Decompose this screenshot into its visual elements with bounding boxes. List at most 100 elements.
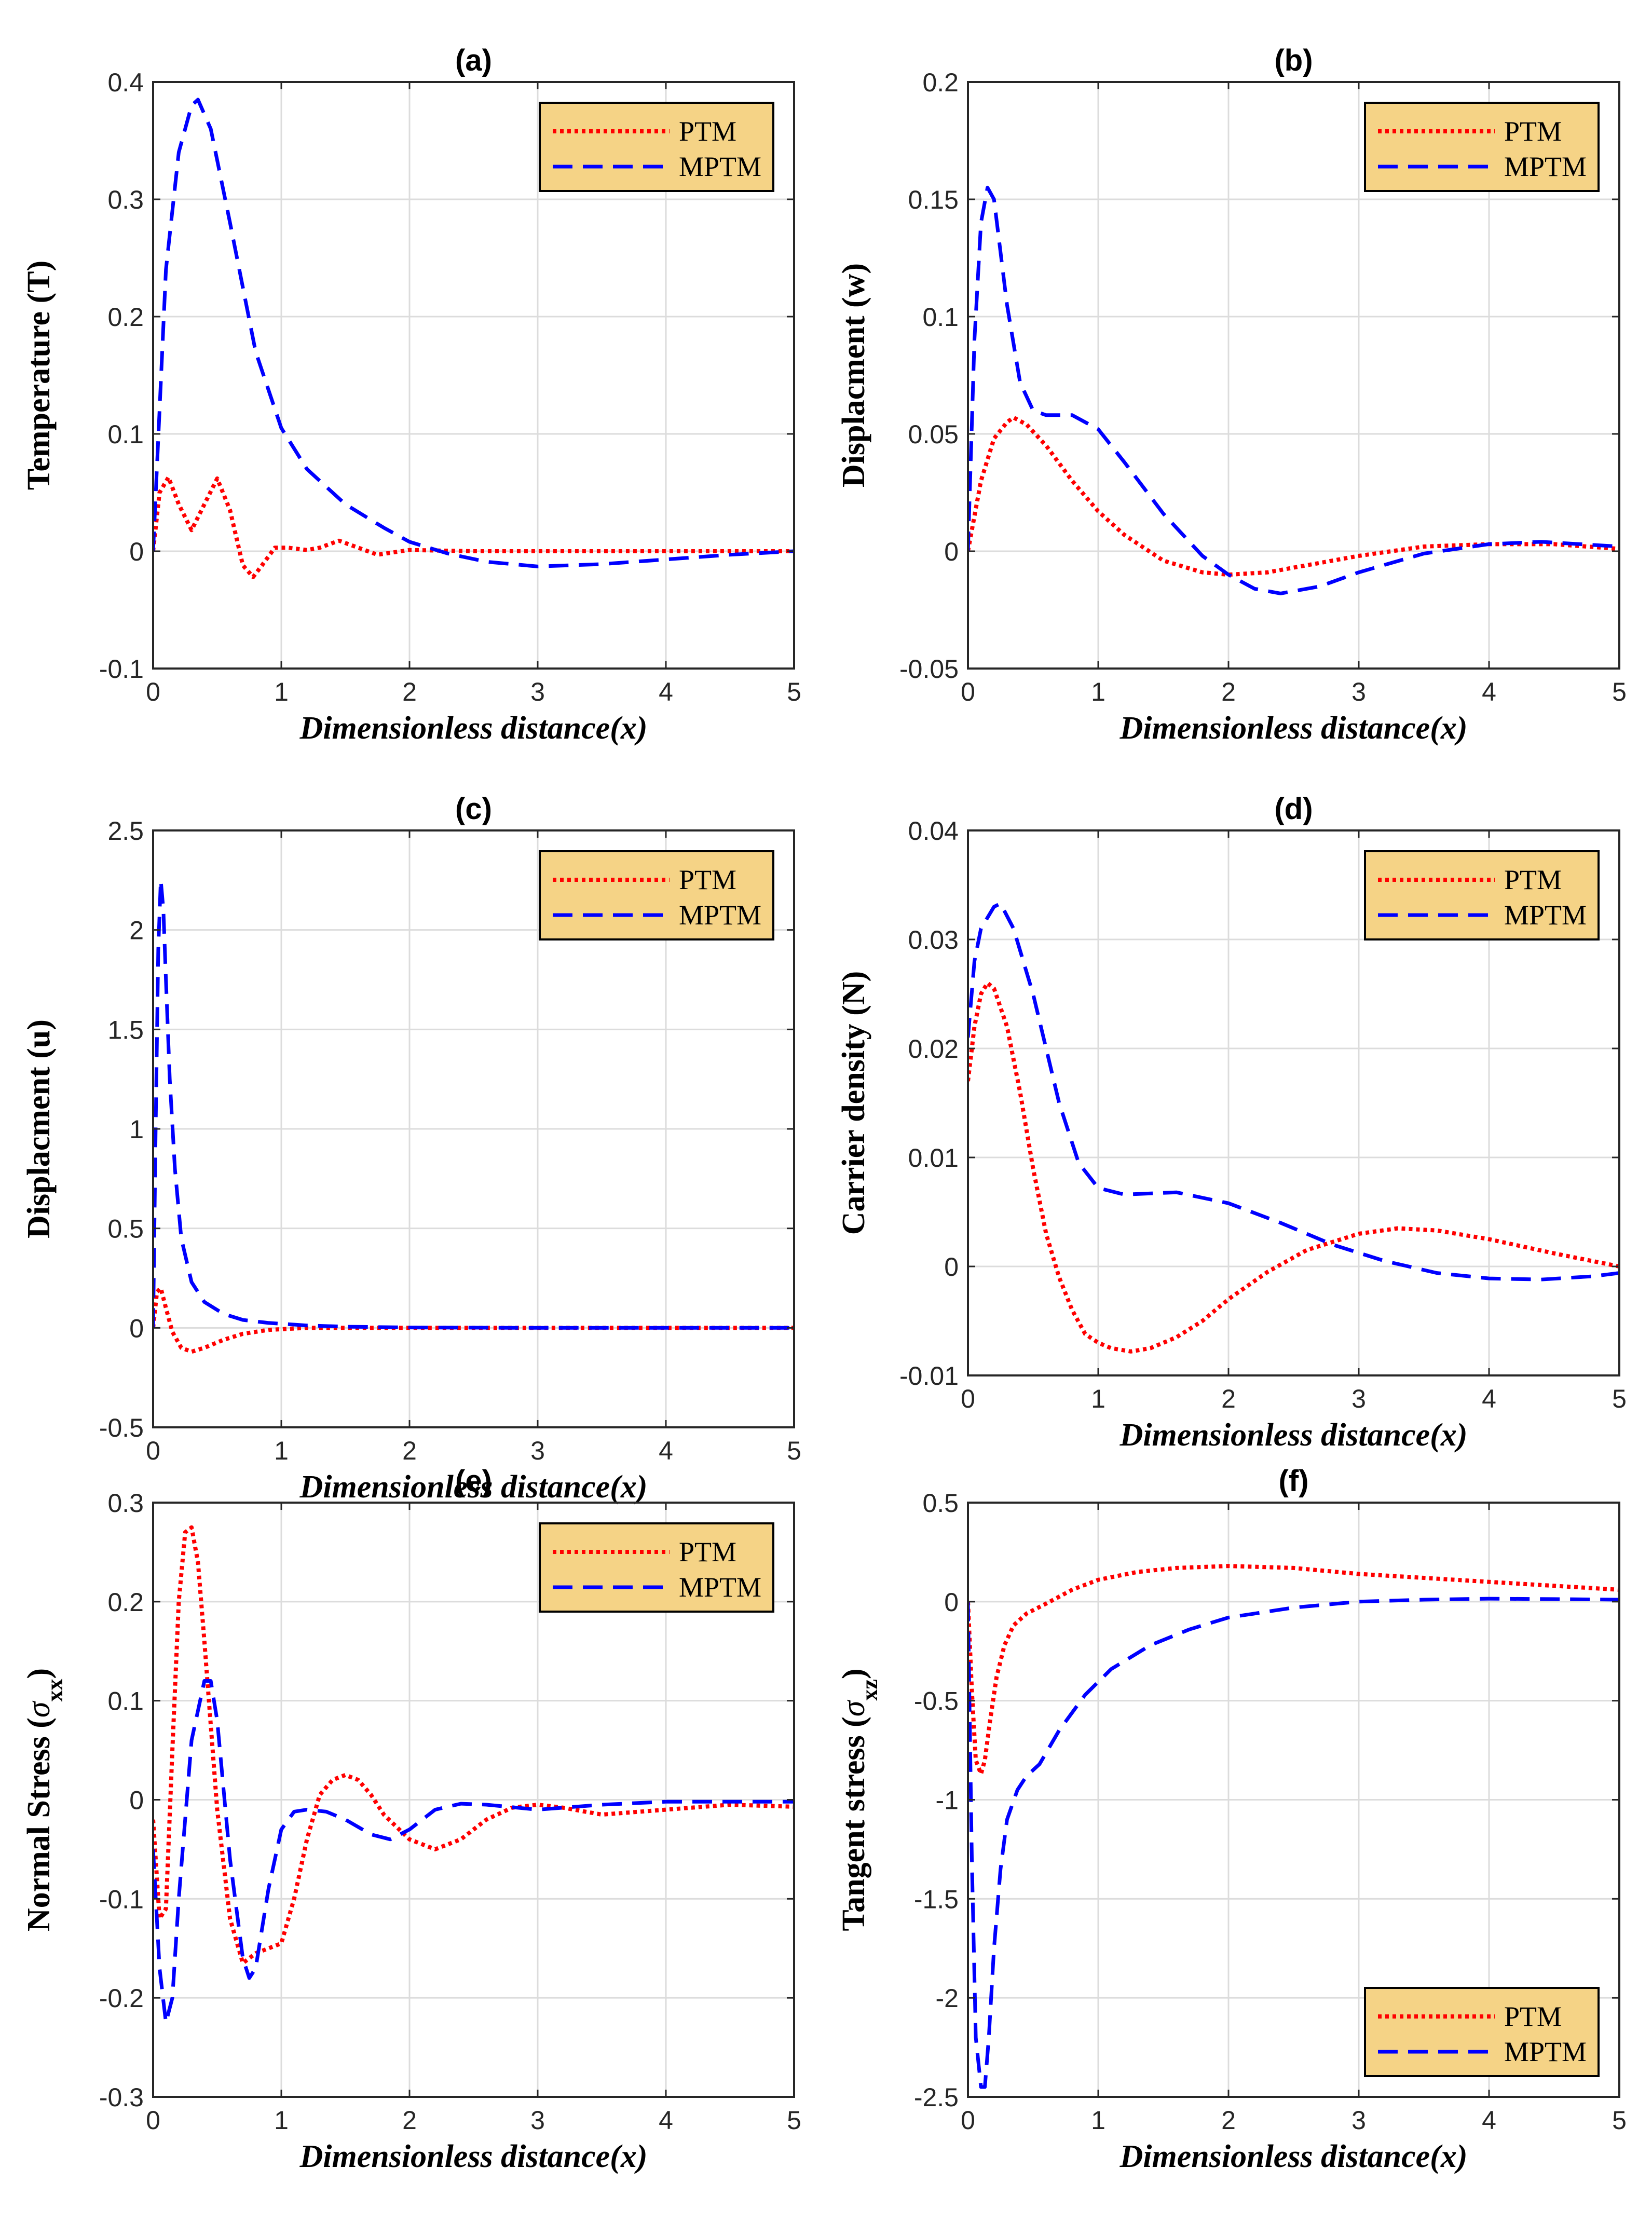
x-tick-label: 3	[530, 1436, 545, 1465]
x-axis-label: Dimensionless distance(x)	[299, 2139, 648, 2174]
x-tick-label: 3	[1351, 677, 1366, 706]
series-line-mptm	[968, 185, 1619, 595]
legend-label-ptm: PTM	[679, 864, 736, 895]
legend-box	[1364, 102, 1600, 192]
y-tick-label: 1.5	[107, 1015, 144, 1044]
legend-label-mptm: MPTM	[1504, 151, 1587, 182]
chart-title: (a)	[455, 44, 492, 77]
y-axis-label: Tangent stress (σxz)	[836, 1668, 882, 1931]
x-tick-label: 1	[1091, 1384, 1105, 1413]
legend-box	[539, 102, 774, 192]
grid	[968, 82, 1619, 669]
y-tick-label: 0.1	[107, 420, 144, 449]
x-tick-label: 2	[1221, 2106, 1236, 2135]
chart-title: (d)	[1274, 792, 1313, 826]
x-tick-label: 0	[961, 1384, 975, 1413]
y-tick-label: -0.1	[99, 655, 144, 684]
y-axis-label: Normal Stress (σxx)	[21, 1668, 67, 1931]
x-axis-label: Dimensionless distance(x)	[1119, 711, 1468, 746]
legend-label-mptm: MPTM	[1504, 2036, 1587, 2067]
x-tick-label: 1	[274, 1436, 289, 1465]
x-tick-label: 0	[146, 1436, 160, 1465]
x-tick-label: 3	[530, 677, 545, 706]
x-tick-label: 5	[787, 677, 801, 706]
x-tick-label: 2	[402, 1436, 417, 1465]
y-tick-label: -0.5	[914, 1687, 959, 1716]
y-tick-label: 0.2	[107, 303, 144, 332]
y-axis-label: Displacment (w)	[836, 263, 871, 487]
y-tick-label: 0.05	[908, 420, 959, 449]
y-tick-label: 0.5	[922, 1489, 959, 1518]
y-tick-label: -0.01	[899, 1361, 959, 1391]
y-tick-label: 0	[944, 1588, 959, 1617]
x-tick-label: 3	[530, 2106, 545, 2135]
series-line-mptm	[968, 902, 1619, 1282]
chart-title: (b)	[1274, 44, 1313, 77]
x-tick-label: 5	[1612, 1384, 1627, 1413]
series-line-ptm	[968, 1564, 1619, 1776]
x-tick-label: 1	[274, 677, 289, 706]
legend-label-mptm: MPTM	[1504, 899, 1587, 931]
x-tick-label: 0	[961, 2106, 975, 2135]
legend-box	[1364, 850, 1600, 940]
x-tick-label: 0	[146, 677, 160, 706]
y-tick-label: 0.01	[908, 1143, 959, 1173]
y-tick-label: 1	[129, 1115, 144, 1144]
x-tick-label: 4	[659, 1436, 673, 1465]
y-axis-label: Displacment (u)	[21, 1019, 57, 1238]
chart-title: (c)	[455, 792, 492, 826]
x-axis-label: Dimensionless distance(x)	[1119, 2139, 1468, 2174]
y-tick-label: 0.04	[908, 816, 959, 846]
chart-c: 0 1 2 3 4 5-0.500.511.522.5(c)Dimensionless d…	[21, 792, 801, 1505]
x-tick-label: 2	[1221, 677, 1236, 706]
x-axis-label: Dimensionless distance(x)	[299, 1469, 648, 1505]
x-tick-label: 4	[1482, 677, 1496, 706]
x-axis-label: Dimensionless distance(x)	[299, 711, 648, 746]
y-tick-label: -0.05	[899, 655, 959, 684]
legend-box	[539, 850, 774, 940]
x-tick-label: 4	[1482, 1384, 1496, 1413]
legend: PTM MPTM	[1364, 102, 1600, 192]
y-tick-label: -1.5	[914, 1885, 959, 1914]
y-tick-label: 0.1	[922, 303, 959, 332]
x-tick-label: 1	[1091, 2106, 1105, 2135]
legend: PTM MPTM	[1364, 1987, 1600, 2077]
series-line-ptm	[153, 1286, 794, 1354]
y-tick-label: -0.2	[99, 1984, 144, 2013]
y-tick-label: 0.15	[908, 185, 959, 214]
legend: PTM MPTM	[539, 850, 774, 940]
legend: PTM MPTM	[539, 1522, 774, 1613]
chart-f: 0 1 2 3 4 5 -2.5 -2 -1.5 -1 -0.5 0 0.5 (f) Dimensionle…	[836, 1464, 1627, 2174]
axes-frame	[967, 81, 1620, 670]
y-tick-label: 0.1	[107, 1687, 144, 1716]
y-tick-label: 0.3	[107, 1489, 144, 1518]
legend: PTM MPTM	[1364, 850, 1600, 940]
series-line-mptm	[968, 1597, 1619, 2089]
y-tick-label: 0.2	[922, 68, 959, 97]
grid	[968, 1503, 1619, 2097]
axes-frame	[967, 829, 1620, 1376]
x-tick-label: 3	[1351, 1384, 1366, 1413]
x-tick-label: 3	[1351, 2106, 1366, 2135]
x-tick-label: 1	[1091, 677, 1105, 706]
y-tick-label: -0.1	[99, 1885, 144, 1914]
chart-title: (f)	[1279, 1464, 1309, 1498]
legend-label-ptm: PTM	[679, 1536, 736, 1567]
y-tick-label: 0.02	[908, 1034, 959, 1064]
y-tick-label: -1	[936, 1786, 959, 1815]
series-line-ptm	[968, 981, 1619, 1354]
chart-title: (e)	[455, 1464, 492, 1498]
legend: PTM MPTM	[539, 102, 774, 192]
y-tick-label: 0	[129, 537, 144, 566]
y-tick-label: -2	[936, 1984, 959, 2013]
legend-label-ptm: PTM	[1504, 864, 1562, 895]
chart-a: 0 1 2 3 4 5-0.100.10.20.30.4(a)Dimensionless …	[21, 44, 801, 746]
legend-label-ptm: PTM	[679, 116, 736, 147]
x-tick-label: 4	[659, 2106, 673, 2135]
x-tick-label: 5	[1612, 2106, 1627, 2135]
legend-label-mptm: MPTM	[679, 899, 761, 931]
y-tick-label: 0.2	[107, 1588, 144, 1617]
chart-d: 0 1 2 3 4 5-0.0100.010.020.030.04(d)Dimension…	[836, 792, 1627, 1453]
axes-frame	[152, 81, 795, 670]
